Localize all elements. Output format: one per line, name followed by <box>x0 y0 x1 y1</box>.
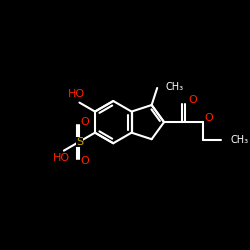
Text: S: S <box>76 137 83 147</box>
Text: O: O <box>204 113 213 123</box>
Text: O: O <box>81 156 90 166</box>
Text: O: O <box>188 95 197 105</box>
Text: HO: HO <box>68 89 85 99</box>
Text: HO: HO <box>52 153 70 163</box>
Text: CH₃: CH₃ <box>231 135 249 145</box>
Text: CH₃: CH₃ <box>166 82 184 92</box>
Text: O: O <box>81 117 90 127</box>
